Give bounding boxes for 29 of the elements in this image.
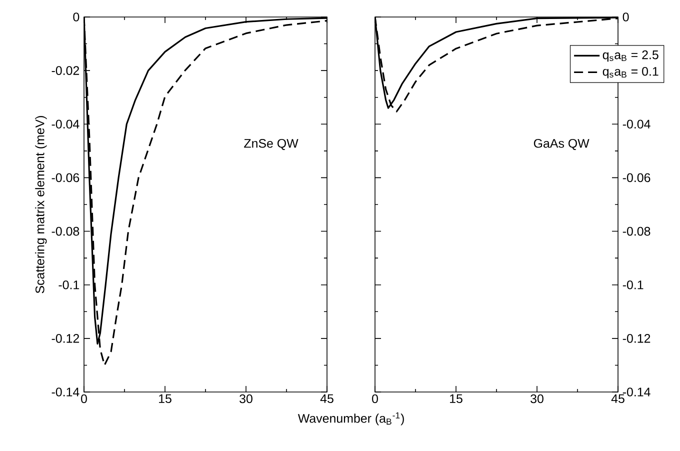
x-tick-label: 45 — [611, 394, 624, 404]
y-tick-label: -0.1 — [622, 280, 644, 290]
x-tick-label: 30 — [530, 394, 544, 404]
y-tick-label: -0.02 — [52, 66, 80, 75]
x-tick-label: 15 — [159, 394, 172, 404]
y-tick-label: -0.04 — [52, 120, 80, 129]
y-tick-label: -0.14 — [52, 388, 80, 396]
y-axis-title: Scattering matrix element (meV) — [35, 116, 47, 294]
y-tick-label: -0.08 — [622, 226, 650, 236]
y-tick-label: -0.1 — [58, 280, 80, 290]
y-tick-label: -0.08 — [52, 226, 80, 236]
annotation: ZnSe QW — [244, 138, 298, 150]
y-tick-label: -0.04 — [622, 120, 650, 129]
y-tick-label: -0.14 — [622, 388, 650, 396]
y-tick-label: -0.06 — [52, 173, 80, 182]
annotation: GaAs QW — [534, 138, 590, 150]
y-tick-label: -0.12 — [52, 334, 80, 343]
legend-label: q$_{s}$a$_{B}$ = 0.1 — [602, 66, 658, 78]
y-tick-label: 0 — [73, 12, 80, 22]
legend-label: q$_{s}$a$_{B}$ = 2.5 — [602, 50, 658, 62]
x-axis-title: Wavenumber (a$_{B}$$^{-1}$) — [298, 412, 404, 426]
x-tick-label: 45 — [320, 394, 334, 404]
x-tick-label: 0 — [81, 394, 87, 404]
x-tick-label: 0 — [372, 394, 378, 404]
y-tick-label: 0 — [622, 12, 629, 22]
y-tick-label: -0.12 — [622, 334, 650, 343]
x-tick-label: 15 — [450, 394, 462, 404]
y-tick-label: -0.06 — [622, 173, 650, 182]
x-tick-label: 30 — [240, 394, 252, 404]
